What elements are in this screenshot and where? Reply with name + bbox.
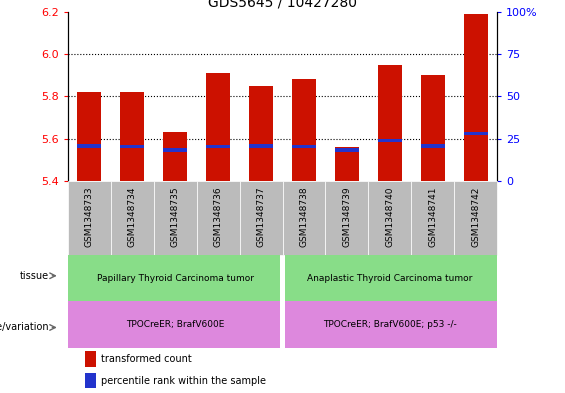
Bar <box>206 145 230 148</box>
Text: GSM1348742: GSM1348742 <box>471 187 480 247</box>
Bar <box>421 75 445 181</box>
Bar <box>249 86 273 181</box>
Bar <box>163 149 187 152</box>
Text: GSM1348733: GSM1348733 <box>85 187 94 247</box>
Bar <box>421 144 445 148</box>
Bar <box>378 139 402 142</box>
Bar <box>206 73 230 181</box>
Text: GSM1348737: GSM1348737 <box>257 187 266 247</box>
Bar <box>154 181 197 255</box>
Bar <box>120 92 144 181</box>
Bar <box>464 132 488 135</box>
Bar <box>249 144 273 148</box>
Text: Anaplastic Thyroid Carcinoma tumor: Anaplastic Thyroid Carcinoma tumor <box>307 274 472 283</box>
Bar <box>282 181 325 255</box>
Text: GSM1348740: GSM1348740 <box>385 187 394 247</box>
Bar <box>454 181 497 255</box>
Bar <box>292 79 316 181</box>
Bar <box>77 144 101 148</box>
Text: Papillary Thyroid Carcinoma tumor: Papillary Thyroid Carcinoma tumor <box>97 274 254 283</box>
Title: GDS5645 / 10427280: GDS5645 / 10427280 <box>208 0 357 9</box>
Text: GSM1348738: GSM1348738 <box>299 187 308 247</box>
Text: GSM1348736: GSM1348736 <box>214 187 223 247</box>
Bar <box>368 181 411 255</box>
Bar <box>85 373 95 388</box>
Text: GSM1348734: GSM1348734 <box>128 187 137 247</box>
Text: percentile rank within the sample: percentile rank within the sample <box>101 376 266 386</box>
Bar <box>85 351 95 367</box>
Bar <box>292 145 316 148</box>
Text: genotype/variation: genotype/variation <box>0 323 49 332</box>
Bar <box>111 181 154 255</box>
Text: transformed count: transformed count <box>101 354 192 364</box>
Text: TPOCreER; BrafV600E; p53 -/-: TPOCreER; BrafV600E; p53 -/- <box>323 320 457 329</box>
Text: TPOCreER; BrafV600E: TPOCreER; BrafV600E <box>126 320 224 329</box>
Bar <box>120 145 144 148</box>
Bar <box>464 14 488 181</box>
Bar <box>197 181 240 255</box>
Bar <box>285 301 497 348</box>
Bar <box>378 64 402 181</box>
Bar <box>68 181 111 255</box>
Bar <box>68 301 280 348</box>
Text: tissue: tissue <box>20 271 49 281</box>
Bar <box>325 181 368 255</box>
Bar <box>77 92 101 181</box>
Text: GSM1348739: GSM1348739 <box>342 187 351 247</box>
Bar <box>335 147 359 181</box>
Text: GSM1348735: GSM1348735 <box>171 187 180 247</box>
Text: GSM1348741: GSM1348741 <box>428 187 437 247</box>
Bar <box>68 255 280 301</box>
Bar <box>163 132 187 181</box>
Bar <box>335 149 359 152</box>
Bar <box>285 255 497 301</box>
Bar <box>411 181 454 255</box>
Bar <box>240 181 282 255</box>
